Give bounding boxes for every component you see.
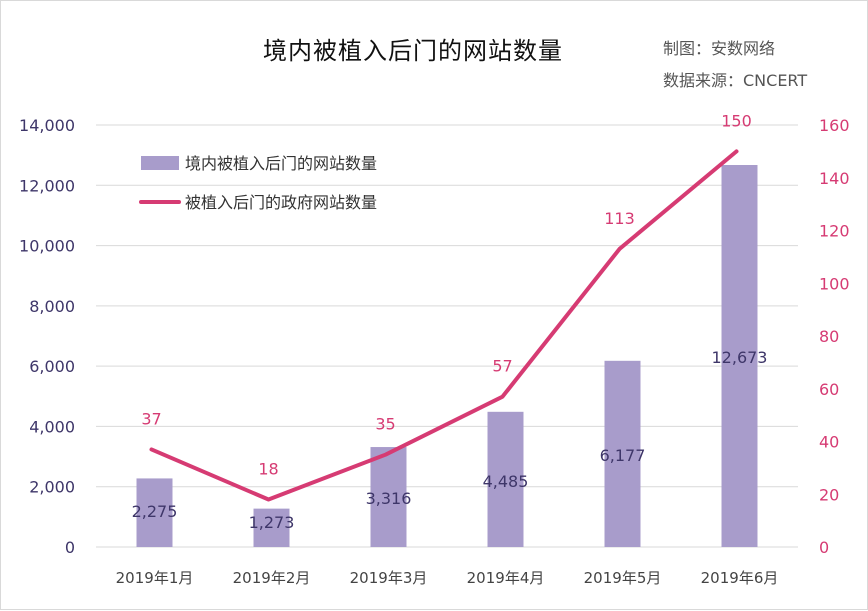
- left-axis-tick-label: 2,000: [29, 478, 75, 497]
- legend-bar-label: 境内被植入后门的网站数量: [185, 154, 377, 173]
- right-axis-tick-label: 20: [819, 485, 839, 504]
- left-axis-tick-label: 12,000: [19, 176, 75, 195]
- x-axis-tick-label: 2019年6月: [701, 569, 779, 587]
- left-axis-tick-label: 0: [65, 538, 75, 557]
- line-data-label: 150: [721, 111, 752, 130]
- right-axis-tick-label: 60: [819, 380, 839, 399]
- bar-data-label: 2,275: [132, 502, 178, 521]
- bar-data-label: 1,273: [249, 513, 295, 532]
- right-axis-tick-label: 0: [819, 538, 829, 557]
- right-axis-tick-label: 100: [819, 274, 850, 293]
- left-axis-tick-label: 4,000: [29, 417, 75, 436]
- right-axis-tick-label: 80: [819, 327, 839, 346]
- right-axis-tick-label: 160: [819, 116, 850, 135]
- line-data-label: 113: [604, 209, 635, 228]
- bar-data-label: 4,485: [483, 472, 529, 491]
- left-axis-tick-label: 8,000: [29, 297, 75, 316]
- line-data-label: 35: [375, 415, 395, 434]
- bar-data-label: 6,177: [600, 446, 646, 465]
- left-axis-tick-label: 10,000: [19, 237, 75, 256]
- left-axis-tick-label: 6,000: [29, 357, 75, 376]
- line-data-label: 57: [492, 357, 512, 376]
- line-data-label: 18: [258, 460, 278, 479]
- left-axis-tick-label: 14,000: [19, 116, 75, 135]
- x-axis-tick-label: 2019年1月: [116, 569, 194, 587]
- bar-data-label: 3,316: [366, 489, 412, 508]
- bar-data-label: 12,673: [712, 348, 768, 367]
- legend-bar-swatch: [141, 156, 179, 170]
- legend-line-label: 被植入后门的政府网站数量: [185, 193, 377, 212]
- line-data-label: 37: [141, 409, 161, 428]
- x-axis-tick-label: 2019年4月: [467, 569, 545, 587]
- x-axis-tick-label: 2019年5月: [584, 569, 662, 587]
- right-axis-tick-label: 120: [819, 222, 850, 241]
- x-axis-tick-label: 2019年3月: [350, 569, 428, 587]
- x-axis-tick-label: 2019年2月: [233, 569, 311, 587]
- right-axis-tick-label: 140: [819, 169, 850, 188]
- right-axis-tick-label: 40: [819, 433, 839, 452]
